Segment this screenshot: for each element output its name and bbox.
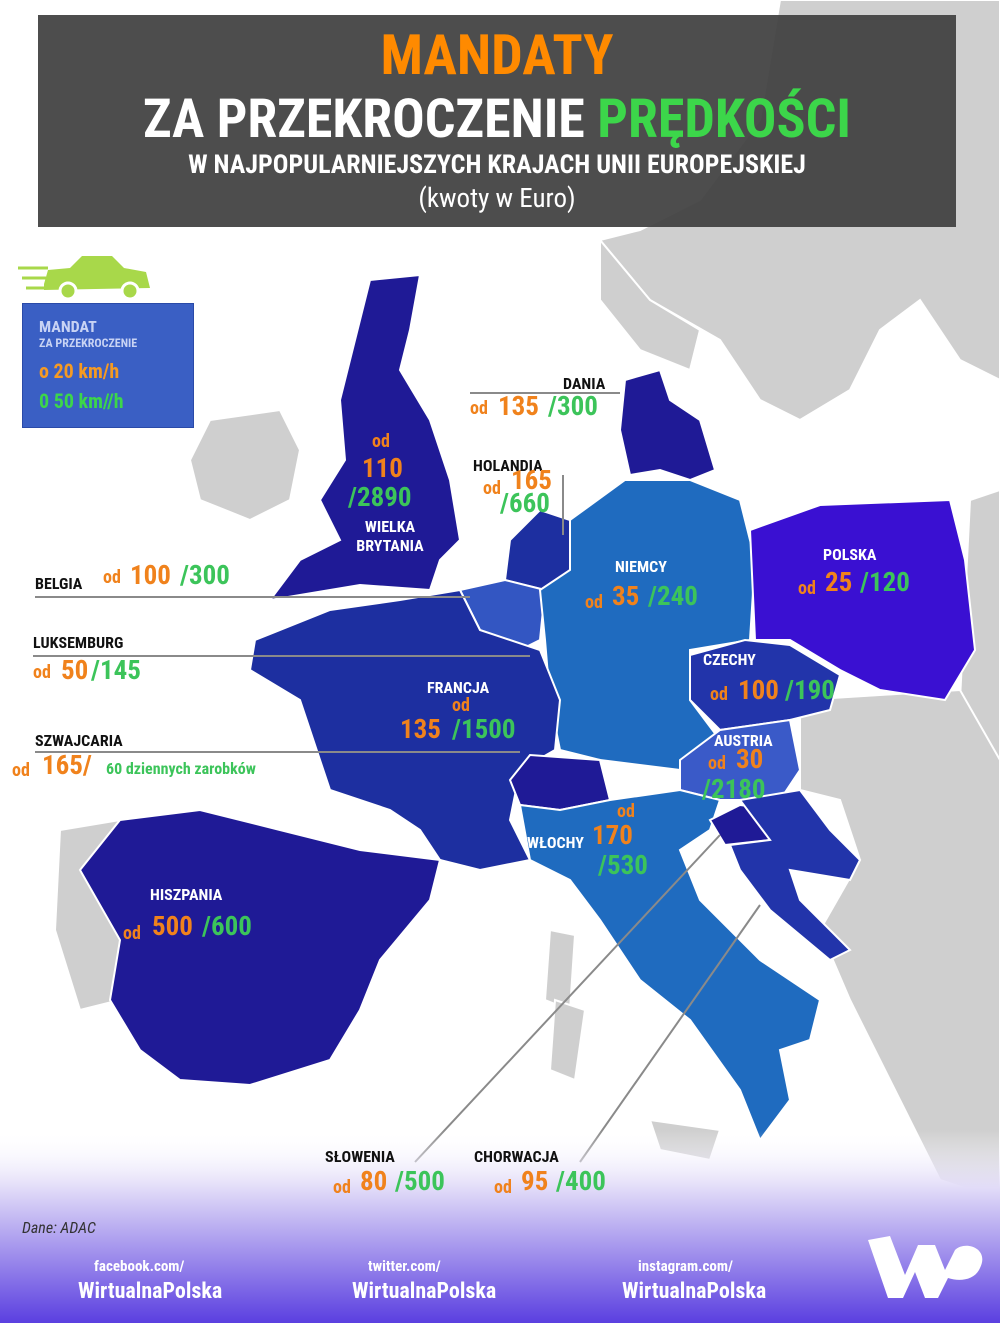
countries <box>78 273 977 1143</box>
fine-50kmh: 60 dziennych zarobków <box>106 759 256 778</box>
fine-50kmh: /600 <box>202 910 252 942</box>
fine-prefix: od <box>585 592 603 613</box>
country-name: WIELKA BRYTANIA <box>356 517 424 556</box>
fine-50kmh: /145 <box>91 654 141 686</box>
fine-prefix: od <box>483 478 501 499</box>
country-name: AUSTRIA <box>714 731 773 750</box>
social-instagram[interactable]: instagram.com/WirtualnaPolska <box>622 1257 766 1304</box>
subtitle-green: PRĘDKOŚCI <box>597 88 851 151</box>
fine-prefix: od <box>333 1177 351 1198</box>
fine-prefix: od <box>708 753 726 774</box>
wp-logo <box>868 1236 983 1298</box>
fine-50kmh: /1500 <box>452 713 516 745</box>
social-url: instagram.com/ <box>638 1257 733 1275</box>
subtitle-white: ZA PRZEKROCZENIE <box>143 88 585 151</box>
fine-20kmh: 135 <box>498 390 539 422</box>
fine-50kmh: /120 <box>860 566 910 598</box>
fine-prefix: od <box>798 578 816 599</box>
country-name: HOLANDIA <box>473 456 543 475</box>
social-handle: WirtualnaPolska <box>622 1279 767 1304</box>
subtitle: ZA PRZEKROCZENIE PRĘDKOŚCI <box>38 93 956 147</box>
croatia <box>728 788 862 962</box>
legend: MANDAT ZA PRZEKROCZENIE o 20 km/h 0 50 k… <box>22 303 194 428</box>
fine-20kmh: 110 <box>362 452 403 484</box>
italy <box>518 788 822 1143</box>
legend-high: 0 50 km//h <box>39 389 124 413</box>
country-name: NIEMCY <box>615 557 667 576</box>
spain <box>78 808 442 1087</box>
footer-band <box>0 1130 1000 1323</box>
fine-20kmh: 165/ <box>42 749 92 781</box>
header: MANDATY ZA PRZEKROCZENIE PRĘDKOŚCI W NAJ… <box>38 15 956 227</box>
fine-50kmh: /2890 <box>348 481 412 513</box>
france <box>248 588 562 872</box>
fine-20kmh: 135 <box>400 713 441 745</box>
country-name: HISZPANIA <box>150 885 223 904</box>
leader-lines <box>33 392 761 1163</box>
car-icon <box>18 256 150 301</box>
fine-20kmh: 500 <box>152 910 193 942</box>
fine-20kmh: 170 <box>592 819 633 851</box>
poland <box>748 498 977 702</box>
country-name: FRANCJA <box>427 678 490 697</box>
denmark <box>618 368 717 482</box>
fine-prefix: od <box>452 695 470 716</box>
country-name: BELGIA <box>35 574 83 593</box>
country-name: CZECHY <box>703 650 756 669</box>
switzerland <box>508 753 612 812</box>
social-url: facebook.com/ <box>94 1257 185 1275</box>
fine-50kmh: /660 <box>500 487 550 519</box>
uk <box>267 273 462 602</box>
social-twitter[interactable]: twitter.com/WirtualnaPolska <box>352 1257 496 1304</box>
fine-50kmh: /300 <box>180 559 230 591</box>
country-name: SŁOWENIA <box>325 1147 395 1166</box>
social-handle: WirtualnaPolska <box>78 1279 223 1304</box>
fine-20kmh: 35 <box>612 580 640 612</box>
fine-50kmh: /190 <box>785 674 835 706</box>
fine-50kmh: /400 <box>556 1165 606 1197</box>
fine-20kmh: 50 <box>61 654 89 686</box>
fine-20kmh: 165 <box>511 464 552 496</box>
fine-prefix: od <box>103 567 121 588</box>
fine-50kmh: /300 <box>548 390 598 422</box>
fine-prefix: od <box>372 431 390 452</box>
fine-prefix: od <box>12 760 30 781</box>
social-facebook[interactable]: facebook.com/WirtualnaPolska <box>78 1257 222 1304</box>
legend-title: MANDAT <box>39 317 97 336</box>
fine-prefix: od <box>710 684 728 705</box>
legend-low: o 20 km/h <box>39 359 120 383</box>
fine-20kmh: 25 <box>825 566 853 598</box>
source: Dane: ADAC <box>22 1218 96 1237</box>
fine-prefix: od <box>123 923 141 944</box>
fine-20kmh: 100 <box>130 559 171 591</box>
country-name: SZWAJCARIA <box>35 731 123 750</box>
social-handle: WirtualnaPolska <box>352 1279 497 1304</box>
note: (kwoty w Euro) <box>418 182 576 214</box>
country-name: POLSKA <box>823 545 877 564</box>
fine-prefix: od <box>33 662 51 683</box>
social-url: twitter.com/ <box>368 1257 441 1275</box>
country-name: LUKSEMBURG <box>33 633 124 652</box>
title: MANDATY <box>380 22 614 88</box>
country-name: DANIA <box>563 374 606 393</box>
fine-prefix: od <box>617 801 635 822</box>
czechia <box>689 638 842 732</box>
fine-50kmh: /500 <box>395 1165 445 1197</box>
country-name: CHORWACJA <box>474 1147 559 1166</box>
fine-50kmh: /2180 <box>702 773 766 805</box>
fine-20kmh: 95 <box>521 1165 549 1197</box>
fine-20kmh: 100 <box>738 674 779 706</box>
fine-prefix: od <box>494 1177 512 1198</box>
legend-subtitle: ZA PRZEKROCZENIE <box>39 336 138 350</box>
fine-20kmh: 30 <box>736 743 764 775</box>
fine-20kmh: 80 <box>360 1165 388 1197</box>
fine-prefix: od <box>470 398 488 419</box>
fine-50kmh: /530 <box>598 849 648 881</box>
subheading: W NAJPOPULARNIEJSZYCH KRAJACH UNII EUROP… <box>188 150 806 180</box>
fine-50kmh: /240 <box>648 580 698 612</box>
country-name: WŁOCHY <box>527 833 584 852</box>
